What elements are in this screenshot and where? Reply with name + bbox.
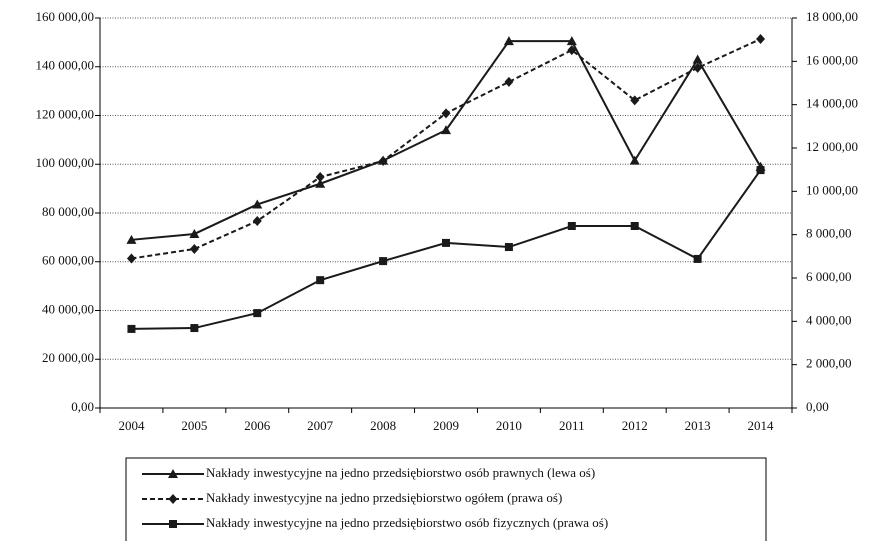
marker-diamond bbox=[252, 216, 262, 227]
marker-square bbox=[567, 222, 576, 230]
marker-square bbox=[190, 324, 199, 333]
series-line bbox=[131, 169, 762, 330]
y-tick-label: 160 000,00 bbox=[36, 9, 95, 24]
y-tick-label: 120 000,00 bbox=[36, 106, 95, 121]
x-tick-label: 2006 bbox=[244, 418, 271, 433]
y-tick-label: 40 000,00 bbox=[42, 301, 94, 316]
y2-tick-label: 18 000,00 bbox=[806, 9, 858, 24]
y-tick-label: 0,00 bbox=[71, 399, 94, 414]
marker-square bbox=[316, 276, 325, 285]
y2-tick-label: 10 000,00 bbox=[806, 182, 858, 197]
marker-triangle bbox=[441, 125, 451, 135]
legend-label: Nakłady inwestycyjne na jedno przedsiębi… bbox=[206, 465, 595, 480]
marker-square bbox=[756, 166, 765, 175]
y2-tick-label: 4 000,00 bbox=[806, 312, 852, 327]
marker-square bbox=[693, 254, 702, 263]
marker-diamond bbox=[441, 108, 451, 119]
x-tick-label: 2009 bbox=[433, 418, 459, 433]
marker-triangle bbox=[168, 469, 178, 478]
marker-triangle bbox=[189, 228, 200, 238]
x-tick-label: 2008 bbox=[370, 418, 396, 433]
marker-diamond bbox=[567, 45, 577, 56]
marker-square bbox=[442, 238, 450, 247]
legend-label: Nakłady inwestycyjne na jedno przedsiębi… bbox=[206, 490, 562, 505]
marker-triangle bbox=[503, 36, 514, 46]
marker-triangle bbox=[566, 36, 577, 46]
legend-box bbox=[125, 457, 767, 541]
series-line bbox=[131, 38, 761, 260]
marker-triangle bbox=[126, 234, 137, 244]
marker-diamond bbox=[378, 156, 388, 166]
y-tick-label: 20 000,00 bbox=[42, 350, 94, 365]
y2-tick-label: 12 000,00 bbox=[806, 139, 858, 154]
y2-tick-label: 0,00 bbox=[806, 399, 829, 414]
marker-square bbox=[504, 243, 513, 252]
marker-triangle bbox=[629, 155, 640, 165]
marker-diamond bbox=[693, 62, 703, 73]
marker-triangle bbox=[315, 178, 326, 188]
marker-square bbox=[127, 324, 136, 333]
marker-square bbox=[253, 309, 262, 318]
y-tick-label: 140 000,00 bbox=[36, 58, 95, 73]
x-tick-label: 2013 bbox=[685, 418, 711, 433]
marker-diamond bbox=[168, 494, 178, 504]
marker-square bbox=[630, 222, 639, 230]
y2-tick-label: 6 000,00 bbox=[806, 269, 852, 284]
x-tick-label: 2004 bbox=[118, 418, 145, 433]
y2-tick-label: 16 000,00 bbox=[806, 52, 858, 67]
marker-diamond bbox=[189, 243, 199, 254]
x-tick-label: 2010 bbox=[496, 418, 522, 433]
marker-square bbox=[169, 520, 177, 528]
x-tick-label: 2005 bbox=[181, 418, 207, 433]
y-tick-label: 60 000,00 bbox=[42, 253, 94, 268]
marker-diamond bbox=[630, 95, 640, 106]
marker-diamond bbox=[315, 172, 325, 183]
x-tick-label: 2012 bbox=[622, 418, 648, 433]
marker-triangle bbox=[252, 199, 263, 209]
legend-label: Nakłady inwestycyjne na jedno przedsiębi… bbox=[206, 515, 608, 530]
marker-diamond bbox=[504, 76, 514, 87]
y2-tick-label: 8 000,00 bbox=[806, 226, 852, 241]
y-tick-label: 80 000,00 bbox=[42, 204, 94, 219]
series-line bbox=[131, 40, 762, 241]
y2-tick-label: 14 000,00 bbox=[806, 96, 858, 111]
marker-square bbox=[379, 257, 388, 266]
y2-tick-label: 2 000,00 bbox=[806, 356, 852, 371]
x-tick-label: 2007 bbox=[307, 418, 334, 433]
x-tick-label: 2011 bbox=[559, 418, 585, 433]
marker-triangle bbox=[692, 54, 703, 64]
marker-diamond bbox=[126, 253, 136, 264]
x-tick-label: 2014 bbox=[748, 418, 775, 433]
y-tick-label: 100 000,00 bbox=[36, 155, 95, 170]
marker-diamond bbox=[756, 34, 766, 45]
